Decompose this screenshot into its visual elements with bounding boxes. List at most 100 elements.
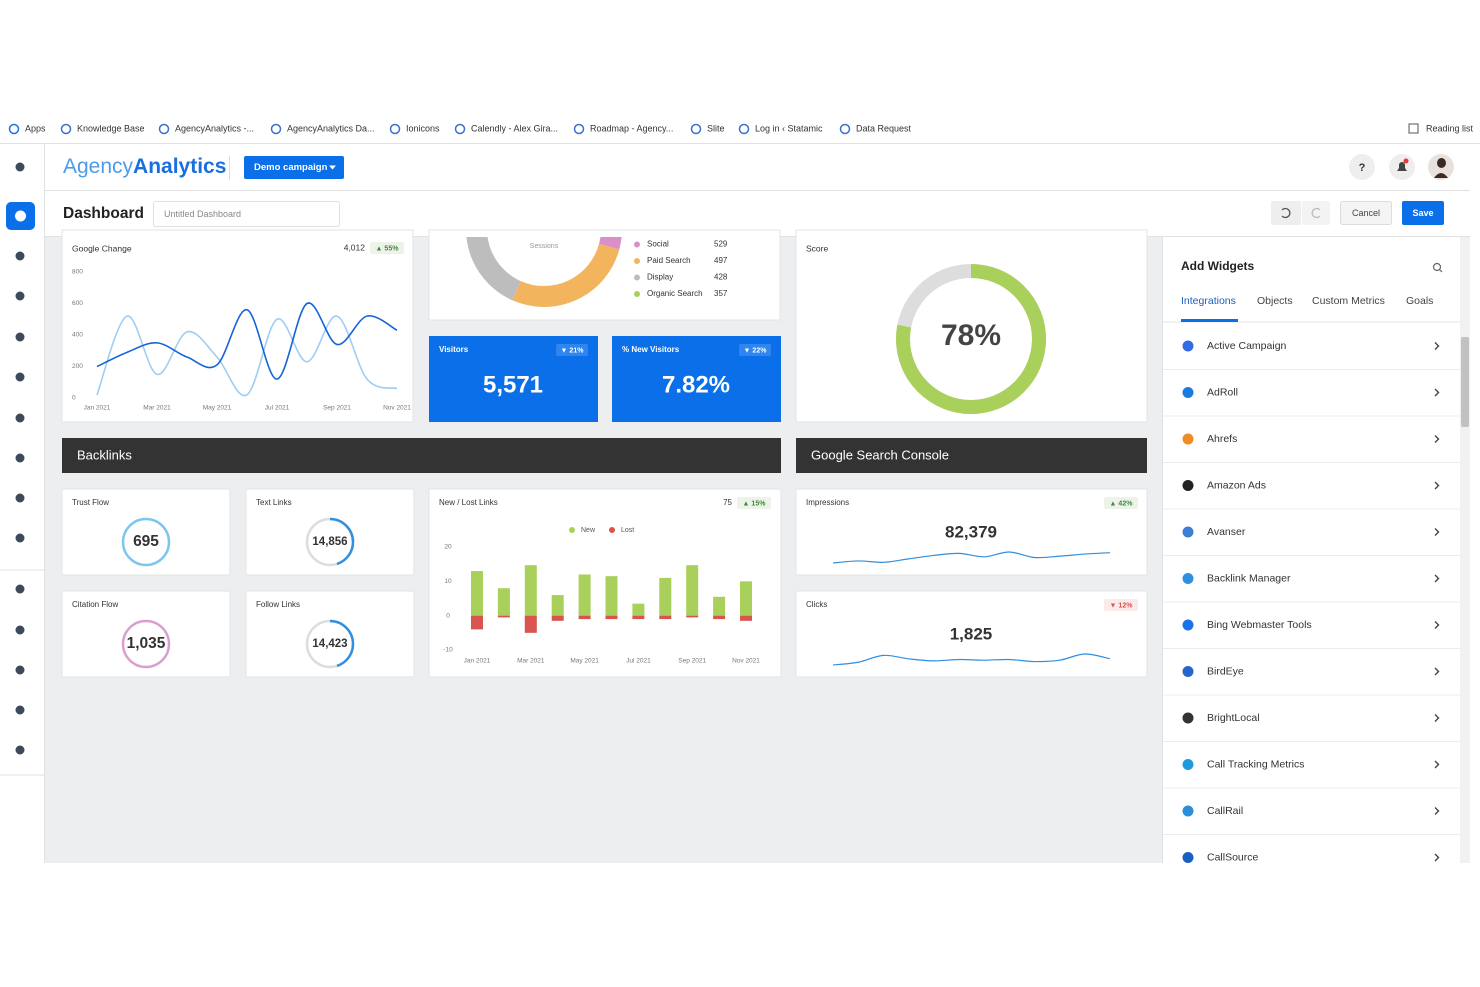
tab[interactable]: Goals xyxy=(1406,295,1433,307)
bar xyxy=(605,576,618,616)
y-tick-label: 0 xyxy=(446,612,450,619)
x-tick-label: Sep 2021 xyxy=(678,658,706,665)
integration-name[interactable]: Avanser xyxy=(1207,526,1246,538)
sidebar-icon[interactable] xyxy=(15,533,25,543)
change-label: ▼ 22% xyxy=(744,347,768,354)
bookmark-icon xyxy=(573,123,585,135)
scrollbar-thumb[interactable] xyxy=(1461,337,1469,427)
chevron xyxy=(1434,342,1440,350)
x-tick-label: Jul 2021 xyxy=(265,405,290,412)
search-icon[interactable] xyxy=(1432,262,1442,272)
sidebar-icon[interactable] xyxy=(15,413,25,423)
bookmark[interactable]: Ionicons xyxy=(406,123,440,133)
bookmark[interactable]: Roadmap - Agency... xyxy=(590,123,673,133)
legend-label: Organic Search xyxy=(647,289,703,298)
integration-name[interactable]: CallSource xyxy=(1207,851,1259,863)
bar xyxy=(497,588,510,616)
cancel-label[interactable]: Cancel xyxy=(1352,208,1380,218)
bookmark-icon xyxy=(60,123,72,135)
bar xyxy=(578,615,591,620)
cancel-button[interactable] xyxy=(1340,201,1392,225)
sidebar-icon[interactable] xyxy=(15,453,25,463)
integration-name[interactable]: Backlink Manager xyxy=(1207,572,1291,584)
help-label[interactable]: ? xyxy=(1359,162,1366,174)
sidebar-icon[interactable] xyxy=(15,625,25,635)
metric-ring xyxy=(121,517,171,567)
y-tick-label: 200 xyxy=(72,363,83,370)
tab[interactable]: Custom Metrics xyxy=(1312,295,1385,307)
integration-name[interactable]: CallRail xyxy=(1207,805,1243,817)
integration-name[interactable]: BirdEye xyxy=(1207,665,1244,677)
kpi-value: 7.82% xyxy=(662,371,730,398)
integration-name[interactable]: Call Tracking Metrics xyxy=(1207,758,1304,770)
integration-name[interactable]: Active Campaign xyxy=(1207,340,1287,352)
bookmark[interactable]: Data Request xyxy=(856,123,912,133)
sidebar-icon[interactable] xyxy=(15,332,25,342)
sidebar-icon[interactable] xyxy=(15,584,25,594)
bar xyxy=(659,615,672,620)
logo-light: Agency xyxy=(63,155,134,178)
dashboard-name-input[interactable] xyxy=(153,201,340,227)
sidebar-icon[interactable] xyxy=(15,372,25,382)
redo-button[interactable] xyxy=(1302,201,1330,225)
help-button[interactable] xyxy=(1349,154,1375,180)
bell-dot xyxy=(1403,158,1409,164)
legend-dot xyxy=(569,527,575,533)
x-tick-label: May 2021 xyxy=(570,658,599,665)
integration-name[interactable]: Bing Webmaster Tools xyxy=(1207,619,1312,631)
integration-name[interactable]: Amazon Ads xyxy=(1207,479,1266,491)
change-label: ▲ 55% xyxy=(376,245,400,252)
reading-list[interactable]: Reading list xyxy=(1426,123,1474,133)
chevron xyxy=(1434,714,1440,722)
y-tick-label: 10 xyxy=(444,578,452,585)
sidebar-icon[interactable] xyxy=(15,493,25,503)
legend-value: 529 xyxy=(714,240,728,249)
line-series xyxy=(96,302,398,380)
tab[interactable]: Objects xyxy=(1257,295,1293,307)
integration-icon xyxy=(1182,340,1194,352)
bookmark[interactable]: AgencyAnalytics Da... xyxy=(287,123,375,133)
bookmark-icon xyxy=(270,123,282,135)
sidebar-icon[interactable] xyxy=(15,251,25,261)
dashboard-name-placeholder: Untitled Dashboard xyxy=(164,209,241,219)
right-edge xyxy=(1470,144,1480,863)
campaign-button[interactable] xyxy=(244,156,344,179)
save-label[interactable]: Save xyxy=(1412,208,1433,218)
campaign-label[interactable]: Demo campaign xyxy=(254,162,328,173)
bookmark[interactable]: Slite xyxy=(707,123,725,133)
integration-name[interactable]: BrightLocal xyxy=(1207,712,1260,724)
x-tick-label: Mar 2021 xyxy=(517,658,545,665)
integration-icon xyxy=(1182,433,1194,445)
bar xyxy=(471,571,483,616)
bookmark-icon xyxy=(158,123,170,135)
integration-icon xyxy=(1182,712,1194,724)
kpi-title: Visitors xyxy=(439,345,469,354)
bookmark[interactable]: Knowledge Base xyxy=(77,123,145,133)
donut-segment xyxy=(512,243,620,307)
sidebar-icon[interactable] xyxy=(15,291,25,301)
sidebar-icon[interactable] xyxy=(15,745,25,755)
section-title: Google Search Console xyxy=(811,447,949,462)
bookmark[interactable]: AgencyAnalytics -... xyxy=(175,123,254,133)
tab-underline xyxy=(1181,319,1238,322)
bar xyxy=(524,615,537,633)
sidebar-icon[interactable] xyxy=(15,665,25,675)
integration-name[interactable]: AdRoll xyxy=(1207,386,1238,398)
x-tick-label: Mar 2021 xyxy=(143,405,171,412)
bookmark[interactable]: Calendly - Alex Gira... xyxy=(471,123,558,133)
bar xyxy=(632,603,645,616)
search-icon-handle xyxy=(1439,269,1443,273)
widget-card xyxy=(795,229,1148,423)
bar xyxy=(659,577,672,616)
sidebar-icon[interactable] xyxy=(15,162,25,172)
bar xyxy=(713,596,726,616)
bar xyxy=(686,565,699,616)
save-button[interactable] xyxy=(1402,201,1444,225)
bookmark[interactable]: Apps xyxy=(25,123,46,133)
integration-name[interactable]: Ahrefs xyxy=(1207,433,1237,445)
tab[interactable]: Integrations xyxy=(1181,295,1236,307)
y-tick-label: 800 xyxy=(72,269,83,276)
undo-button[interactable] xyxy=(1271,201,1301,225)
sidebar-icon[interactable] xyxy=(15,705,25,715)
bookmark[interactable]: Log in ‹ Statamic xyxy=(755,123,823,133)
